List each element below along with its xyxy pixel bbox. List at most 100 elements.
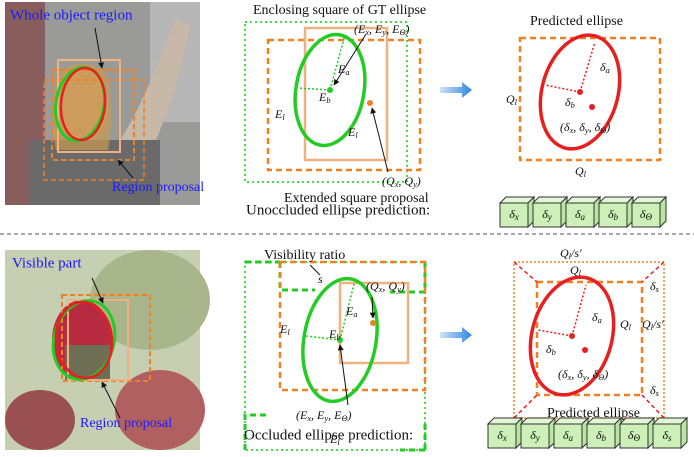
math-text: Q (620, 317, 629, 331)
subscript: a (606, 66, 610, 75)
math-text: δ (628, 428, 634, 442)
subscript: l (569, 252, 572, 261)
math-text: Q (560, 246, 569, 260)
subscript: l (287, 328, 290, 337)
math-text: , E (386, 22, 400, 36)
math-label: Eb (328, 327, 341, 342)
subscript: a (569, 433, 574, 443)
subscript: x (502, 433, 507, 443)
subscript: Θ (399, 28, 405, 37)
math-label: δa (600, 60, 610, 75)
param-box (532, 202, 562, 228)
math-text: , Q (398, 174, 413, 188)
math-text: δ (509, 207, 515, 221)
label: Extended square proposal (284, 191, 429, 206)
subscript: b (552, 348, 556, 357)
math-text: , E (369, 22, 383, 36)
math-label: (Qx, Qy) (366, 279, 405, 294)
math-label: δx (509, 207, 519, 222)
param-box (487, 423, 517, 449)
subscript: x (306, 414, 311, 423)
math-text: /s′ (652, 317, 664, 331)
photo-label: Whole object region (10, 7, 133, 23)
math-text: ) (603, 367, 608, 381)
math-label: El (279, 322, 290, 337)
math-label: (δx, δy, δΘ) (560, 120, 610, 135)
math-text: , δ (573, 120, 585, 134)
math-label: δs (662, 428, 672, 443)
math-text: δ (608, 207, 614, 221)
math-label: δb (608, 207, 619, 222)
param-box (520, 423, 550, 449)
math-label: δb (565, 95, 575, 110)
subscript: b (326, 96, 330, 105)
math-text: (δ (560, 120, 570, 134)
math-text: ) (405, 22, 410, 36)
math-label: El (329, 432, 340, 447)
math-text: δ (497, 428, 503, 442)
subscript: Θ (646, 212, 653, 222)
photo-top (5, 2, 200, 205)
math-label: El (274, 107, 285, 122)
math-label: δa (563, 428, 574, 443)
math-text: E (337, 62, 346, 76)
math-text: E (347, 125, 356, 139)
math-text: , δ (571, 367, 583, 381)
math-text: ) (605, 120, 610, 134)
math-text: , Q (382, 279, 397, 293)
subscript: b (614, 212, 619, 222)
subscript: Θ (600, 126, 606, 135)
subscript: y (412, 180, 417, 189)
subscript: l (584, 170, 587, 179)
math-text: δ (575, 207, 581, 221)
subscript: s (668, 433, 672, 443)
param-box-side (659, 195, 667, 229)
math-text: δ (650, 279, 656, 293)
math-label: δb (596, 428, 607, 443)
math-text: δ (650, 383, 656, 397)
photo-label: Region proposal (112, 180, 204, 195)
subscript: l (282, 113, 285, 122)
math-text: δ (546, 342, 552, 356)
caption: Unoccluded ellipse prediction: (246, 202, 430, 218)
math-label: δy (530, 428, 541, 443)
math-label: Ql/s′ (560, 246, 582, 261)
subscript: x (514, 212, 519, 222)
math-text: (Q (382, 174, 395, 188)
math-text: ) (416, 174, 421, 188)
math-label: (Ex, Ey, EΘ) (296, 408, 352, 423)
subscript: x (569, 126, 574, 135)
subscript: l (629, 323, 632, 332)
math-label: δb (546, 342, 556, 357)
math-label: Ql (575, 164, 587, 179)
math-label: Eb (318, 90, 331, 105)
subscript: x (364, 28, 369, 37)
subscript: l (515, 98, 518, 107)
math-text: (E (296, 408, 308, 422)
math-label: δx (497, 428, 507, 443)
param-box (619, 423, 649, 449)
subscript: s (656, 389, 659, 398)
math-text: , E (328, 408, 342, 422)
math-text: Q (642, 317, 651, 331)
math-text: δ (640, 207, 646, 221)
math-text: ) (347, 408, 352, 422)
math-label: (Qx, Qy) (382, 174, 421, 189)
math-text: /s′ (570, 246, 582, 260)
math-label: δΘ (628, 428, 641, 443)
math-text: δ (542, 207, 548, 221)
math-text: δ (592, 310, 598, 324)
photo-label: Visible part (12, 255, 82, 271)
subscript: Θ (598, 373, 604, 382)
label: Predicted ellipse (530, 14, 623, 29)
math-text: (E (354, 22, 366, 36)
math-text: E (318, 90, 327, 104)
math-text: , E (311, 408, 325, 422)
subscript: y (584, 126, 589, 135)
math-text: E (345, 304, 354, 318)
subscript: a (598, 316, 602, 325)
math-text: Q (575, 164, 584, 178)
math-label: Ql (506, 92, 518, 107)
subscript: x (378, 285, 383, 294)
param-box (565, 202, 595, 228)
